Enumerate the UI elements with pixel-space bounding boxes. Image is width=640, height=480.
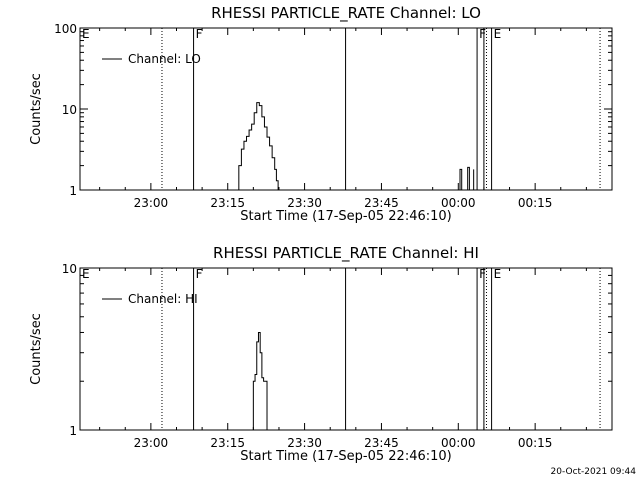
legend-label: Channel: HI (128, 292, 198, 306)
y-tick-label: 100 (54, 22, 77, 36)
x-tick-label: 23:30 (287, 436, 322, 450)
x-axis-label: Start Time (17-Sep-05 22:46:10) (240, 449, 451, 464)
legend-label: Channel: LO (128, 52, 201, 66)
series-line (251, 331, 269, 431)
y-tick-label: 10 (62, 103, 77, 117)
x-tick-label: 23:00 (134, 436, 169, 450)
y-tick-label: 1 (69, 424, 77, 438)
chart-panel-lo: RHESSI PARTICLE_RATE Channel: LO 23:00 23:… (29, 4, 613, 224)
x-tick-label: 23:45 (364, 196, 399, 210)
x-tick-label: 23:15 (210, 436, 245, 450)
marker-label: F (479, 267, 486, 281)
x-axis-label: Start Time (17-Sep-05 22:46:10) (240, 209, 451, 224)
x-tick-label: 00:15 (518, 436, 553, 450)
y-tick-label: 1 (69, 184, 77, 198)
marker-label: E (494, 27, 502, 41)
marker-label: E (82, 267, 90, 281)
marker-label: F (196, 27, 203, 41)
y-axis-label: Counts/sec (29, 73, 44, 145)
x-tick-label: 00:00 (441, 196, 476, 210)
marker-label: F (479, 27, 486, 41)
marker-label: E (82, 27, 90, 41)
timestamp: 20-Oct-2021 09:44 (551, 467, 637, 477)
x-tick-label: 23:15 (210, 196, 245, 210)
x-tick-label: 00:15 (518, 196, 553, 210)
x-tick-label: 00:00 (441, 436, 476, 450)
series-line (236, 102, 475, 191)
y-tick-label: 10 (62, 262, 77, 276)
x-tick-label: 23:30 (287, 196, 322, 210)
chart-panel-hi: RHESSI PARTICLE_RATE Channel: HI 23:00 23:… (29, 244, 613, 464)
marker-label: F (196, 267, 203, 281)
chart-title: RHESSI PARTICLE_RATE Channel: HI (213, 244, 479, 263)
marker-label: E (494, 267, 502, 281)
y-axis-label: Counts/sec (29, 313, 44, 385)
x-tick-label: 23:00 (134, 196, 169, 210)
chart-title: RHESSI PARTICLE_RATE Channel: LO (211, 4, 481, 23)
x-tick-label: 23:45 (364, 436, 399, 450)
